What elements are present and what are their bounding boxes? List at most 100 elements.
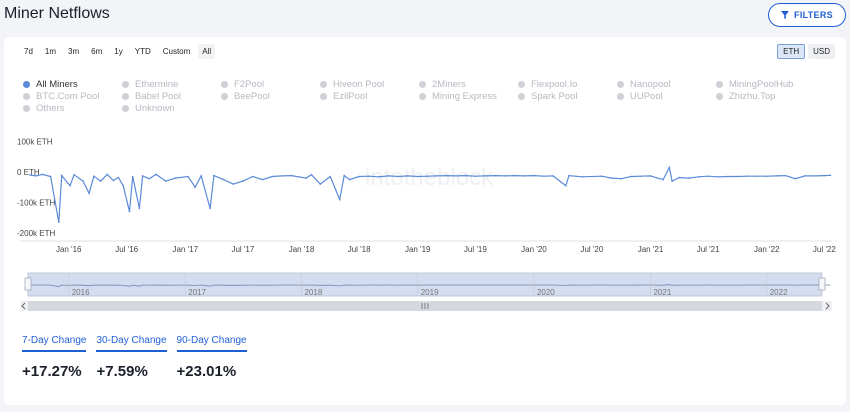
stat-90-day[interactable]: 90-Day Change +23.01% bbox=[176, 335, 247, 380]
data-point bbox=[756, 175, 758, 177]
data-point bbox=[655, 177, 658, 179]
legend-label: Hiveon Pool bbox=[333, 79, 385, 90]
legend-dot bbox=[518, 81, 525, 88]
data-point bbox=[338, 198, 341, 201]
data-point bbox=[305, 177, 307, 179]
range-custom-button[interactable]: Custom bbox=[158, 44, 195, 59]
data-point bbox=[213, 174, 215, 177]
filters-label: FILTERS bbox=[794, 10, 833, 20]
legend-item[interactable]: UUPool bbox=[617, 91, 663, 102]
navigator-tick-label: 2021 bbox=[653, 288, 671, 297]
stat-label: 7-Day Change bbox=[22, 335, 87, 352]
range-6m-button[interactable]: 6m bbox=[87, 44, 107, 59]
unit-usd-button[interactable]: USD bbox=[808, 44, 835, 59]
data-point bbox=[435, 175, 438, 177]
legend-item[interactable]: Zhizhu.Top bbox=[716, 91, 775, 102]
legend-item[interactable]: Spark Pool bbox=[518, 91, 577, 102]
data-point bbox=[99, 180, 102, 182]
stat-value: +17.27% bbox=[22, 363, 82, 380]
series-line-all-miners bbox=[29, 165, 831, 223]
data-point bbox=[387, 175, 390, 177]
legend-dot bbox=[320, 81, 327, 88]
netflow-chart: intotheblock 100k ETH 0 ETH -100k ETH -200k … bbox=[17, 138, 836, 311]
legend-item[interactable]: 2Miners bbox=[419, 79, 466, 90]
range-ytd-button[interactable]: YTD bbox=[130, 44, 155, 59]
data-point bbox=[465, 174, 467, 177]
legend-item[interactable]: Flexpool.Io bbox=[518, 79, 577, 90]
stat-30-day[interactable]: 30-Day Change +7.59% bbox=[96, 335, 167, 380]
legend-item[interactable]: BeePool bbox=[221, 91, 270, 102]
stat-value: +23.01% bbox=[176, 363, 237, 380]
data-point bbox=[232, 183, 235, 185]
unit-eth-button[interactable]: ETH bbox=[777, 44, 806, 59]
stat-value: +7.59% bbox=[96, 363, 148, 380]
data-point bbox=[41, 173, 44, 176]
legend-item[interactable]: All Miners bbox=[23, 79, 78, 90]
data-point bbox=[543, 175, 545, 177]
legend-item[interactable]: Ethermine bbox=[122, 79, 178, 90]
range-3m-button[interactable]: 3m bbox=[64, 44, 84, 59]
data-point bbox=[290, 174, 293, 177]
data-point bbox=[707, 175, 709, 177]
scroll-right-icon[interactable] bbox=[825, 302, 830, 310]
legend-label: F2Pool bbox=[234, 79, 265, 90]
legend-item[interactable]: MiningPoolHub bbox=[716, 79, 793, 90]
legend-dot bbox=[716, 81, 723, 88]
legend-item[interactable]: Hiveon Pool bbox=[320, 79, 384, 90]
data-point bbox=[138, 207, 141, 210]
legend-item[interactable]: BTC.Com Pool bbox=[23, 91, 99, 102]
data-point bbox=[222, 178, 225, 181]
navigator-left-handle[interactable] bbox=[24, 277, 32, 291]
x-tick-label: Jan '20 bbox=[521, 245, 547, 254]
legend-label: Babel Pool bbox=[135, 91, 181, 102]
range-1y-button[interactable]: 1y bbox=[110, 44, 127, 59]
legend-label: Unknown bbox=[135, 103, 175, 114]
legend-item[interactable]: Babel Pool bbox=[122, 91, 181, 102]
legend-item[interactable]: EzilPool bbox=[320, 91, 367, 102]
legend-label: Flexpool.Io bbox=[531, 79, 578, 90]
data-point bbox=[533, 174, 535, 177]
scrollbar-grip-icon bbox=[421, 303, 429, 309]
range-1m-button[interactable]: 1m bbox=[40, 44, 61, 59]
legend-item[interactable]: Unknown bbox=[122, 103, 175, 114]
legend-dot bbox=[320, 93, 327, 100]
data-point bbox=[601, 175, 603, 177]
data-point bbox=[474, 175, 477, 177]
data-point bbox=[73, 173, 75, 176]
navigator-series-line bbox=[29, 284, 831, 288]
legend-dot bbox=[716, 93, 723, 100]
data-point bbox=[513, 174, 516, 177]
data-point bbox=[261, 178, 264, 181]
navigator-right-handle[interactable] bbox=[818, 277, 826, 291]
legend-item[interactable]: Mining Express bbox=[419, 91, 497, 102]
legend-dot bbox=[23, 93, 30, 100]
data-point bbox=[829, 174, 832, 177]
legend-item[interactable]: Nanopool bbox=[617, 79, 671, 90]
legend-label: BTC.Com Pool bbox=[36, 91, 100, 102]
range-7d-button[interactable]: 7d bbox=[20, 44, 37, 59]
data-point bbox=[148, 177, 151, 180]
data-point bbox=[155, 173, 157, 176]
x-tick-label: Jul '20 bbox=[580, 245, 603, 254]
legend-item[interactable]: Others bbox=[23, 103, 65, 114]
data-point bbox=[112, 179, 115, 182]
data-point bbox=[717, 176, 719, 178]
data-point bbox=[358, 175, 360, 178]
data-point bbox=[310, 173, 313, 176]
legend-item[interactable]: F2Pool bbox=[221, 79, 264, 90]
legend-label: 2Miners bbox=[432, 79, 466, 90]
navigator-tick-label: 2019 bbox=[421, 288, 439, 297]
data-point bbox=[794, 177, 797, 180]
legend-label: Zhizhu.Top bbox=[729, 91, 776, 102]
range-all-button[interactable]: All bbox=[198, 44, 216, 59]
data-point bbox=[620, 177, 622, 180]
filters-button[interactable]: FILTERS bbox=[768, 3, 846, 27]
navigator-tick-label: 2020 bbox=[537, 288, 555, 297]
stat-7-day[interactable]: 7-Day Change +17.27% bbox=[22, 335, 87, 380]
data-point bbox=[29, 174, 31, 176]
scroll-left-icon[interactable] bbox=[21, 302, 26, 310]
data-point bbox=[35, 175, 37, 177]
data-point bbox=[368, 175, 370, 177]
stat-label: 30-Day Change bbox=[96, 335, 167, 352]
